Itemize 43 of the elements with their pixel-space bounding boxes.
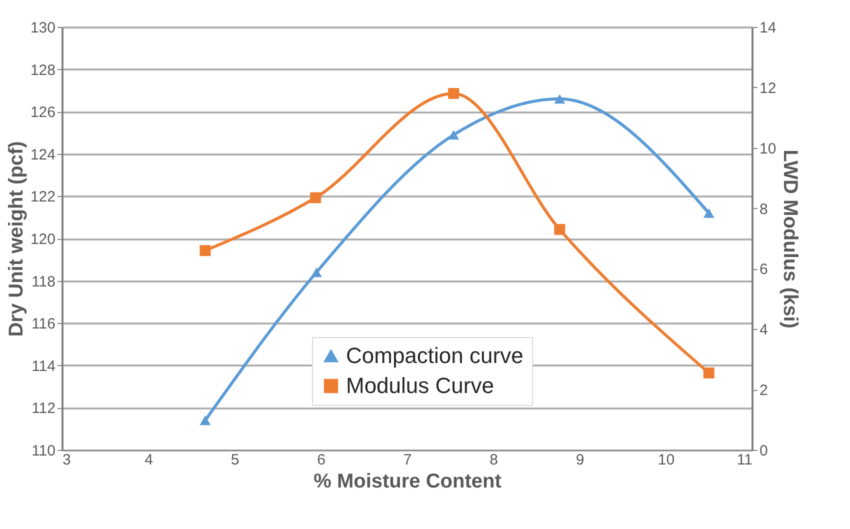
point: [554, 224, 566, 235]
y2-tick-label: 2: [760, 382, 768, 400]
x-tick-label: 8: [490, 452, 498, 468]
point: [200, 416, 211, 426]
y-tick-label: 122: [30, 188, 56, 206]
y-axis-title: Dry Unit weight (pcf): [5, 141, 28, 337]
point: [703, 367, 714, 378]
x-tick-label: 4: [144, 452, 153, 468]
y-tick-label: 126: [30, 104, 56, 122]
x-tick-label: 5: [230, 452, 240, 468]
x-tick-label: 11: [736, 452, 752, 468]
y-tick-label: 112: [32, 400, 56, 418]
legend-label: Compaction curve: [346, 343, 524, 368]
y-tick-label: 116: [32, 316, 56, 333]
x-tick-label: 7: [403, 452, 412, 468]
x-tick-label: 10: [658, 452, 675, 468]
point: [310, 192, 322, 204]
point: [448, 130, 460, 140]
point: [703, 208, 714, 218]
point: [554, 94, 566, 104]
y2-tick-label: 0: [760, 442, 768, 460]
y-tick-label: 120: [30, 231, 56, 248]
x-tick-label: 9: [576, 452, 584, 468]
point: [448, 88, 460, 99]
y-tick-label: 118: [32, 273, 56, 290]
point: [310, 268, 322, 278]
y2-tick-label: 14: [760, 20, 776, 36]
y-tick-label: 130: [30, 20, 56, 36]
point: [200, 245, 211, 256]
y2-tick-label: 10: [760, 140, 776, 158]
x-axis-title: % Moisture Content: [314, 470, 502, 492]
legend-label: Modulus Curve: [346, 373, 494, 398]
y-tick-label: 124: [30, 146, 56, 164]
y-tick-label: 114: [32, 358, 56, 375]
y2-axis-title: LWD Modulus (ksi): [779, 150, 802, 328]
x-tick-label: 3: [62, 452, 71, 468]
y2-tick-label: 12: [760, 80, 776, 97]
y-tick-label: 128: [30, 62, 56, 79]
y-tick-label: 110: [32, 442, 56, 460]
x-tick-label: 6: [317, 452, 326, 468]
y2-tick-label: 4: [760, 322, 768, 339]
y2-tick-label: 8: [760, 200, 768, 218]
y2-tick-label: 6: [760, 261, 768, 278]
